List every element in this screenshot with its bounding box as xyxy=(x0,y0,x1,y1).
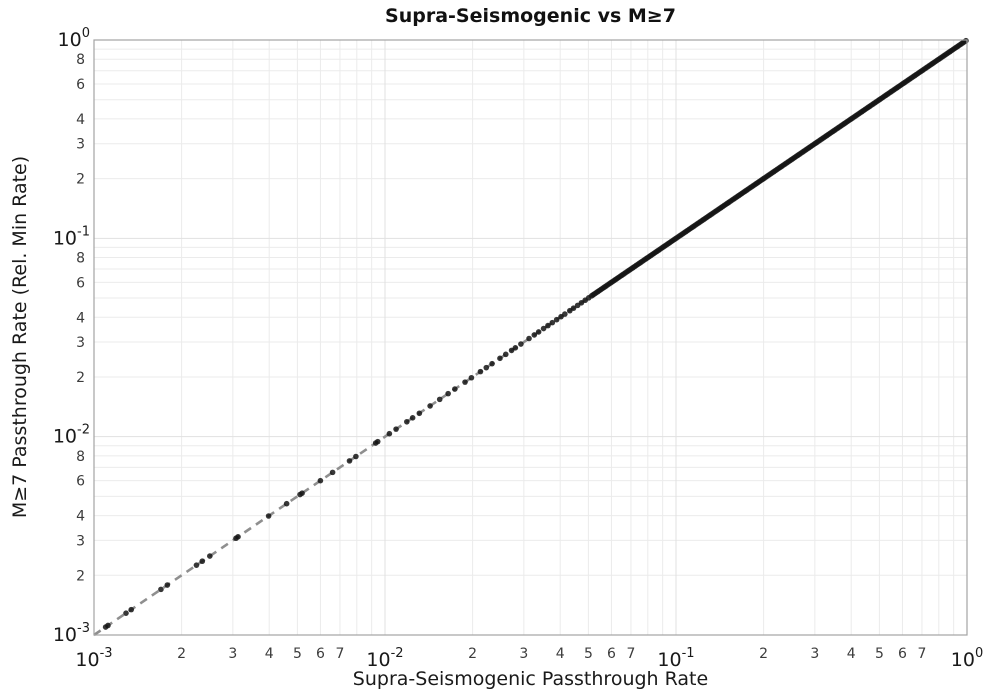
svg-text:8: 8 xyxy=(76,251,85,267)
svg-text:10-2: 10-2 xyxy=(366,646,403,671)
svg-text:5: 5 xyxy=(875,646,884,662)
svg-text:4: 4 xyxy=(76,112,85,128)
svg-text:10-1: 10-1 xyxy=(53,224,90,249)
svg-text:3: 3 xyxy=(76,335,85,351)
svg-text:100: 100 xyxy=(58,26,90,51)
svg-text:4: 4 xyxy=(556,646,565,662)
svg-text:2: 2 xyxy=(759,646,768,662)
scatter-points xyxy=(102,37,969,630)
svg-text:3: 3 xyxy=(228,646,237,662)
svg-text:5: 5 xyxy=(584,646,593,662)
svg-text:8: 8 xyxy=(76,449,85,465)
svg-text:3: 3 xyxy=(76,137,85,153)
svg-text:8: 8 xyxy=(76,52,85,68)
svg-text:4: 4 xyxy=(847,646,856,662)
plot-border xyxy=(93,39,968,636)
grid-minor xyxy=(94,40,967,635)
svg-text:2: 2 xyxy=(76,172,85,188)
svg-text:6: 6 xyxy=(76,275,85,291)
svg-text:6: 6 xyxy=(316,646,325,662)
svg-text:2: 2 xyxy=(468,646,477,662)
svg-text:3: 3 xyxy=(519,646,528,662)
svg-text:100: 100 xyxy=(951,646,983,671)
svg-text:5: 5 xyxy=(293,646,302,662)
svg-text:4: 4 xyxy=(76,509,85,525)
svg-text:6: 6 xyxy=(898,646,907,662)
svg-text:2: 2 xyxy=(177,646,186,662)
svg-text:10-2: 10-2 xyxy=(53,423,90,448)
svg-text:4: 4 xyxy=(76,310,85,326)
svg-text:7: 7 xyxy=(335,646,344,662)
svg-text:10-3: 10-3 xyxy=(75,646,112,671)
y-tick-labels: 10-3 10-2 10-1 100 2 3 4 6 8 2 3 4 6 8 2 3 4 6 8 xyxy=(53,26,90,646)
svg-text:4: 4 xyxy=(265,646,274,662)
svg-text:3: 3 xyxy=(810,646,819,662)
svg-text:3: 3 xyxy=(76,533,85,549)
svg-text:6: 6 xyxy=(607,646,616,662)
svg-text:6: 6 xyxy=(76,77,85,93)
svg-text:7: 7 xyxy=(626,646,635,662)
svg-text:7: 7 xyxy=(917,646,926,662)
y-axis-label: M≥7 Passthrough Rate (Rel. Min Rate) xyxy=(9,155,31,519)
svg-text:10-1: 10-1 xyxy=(657,646,694,671)
svg-text:6: 6 xyxy=(76,474,85,490)
x-axis-label: Supra-Seismogenic Passthrough Rate xyxy=(352,668,709,690)
svg-text:10-3: 10-3 xyxy=(53,621,90,646)
chart-title: Supra-Seismogenic vs M≥7 xyxy=(385,5,676,27)
svg-text:2: 2 xyxy=(76,568,85,584)
svg-text:2: 2 xyxy=(76,370,85,386)
